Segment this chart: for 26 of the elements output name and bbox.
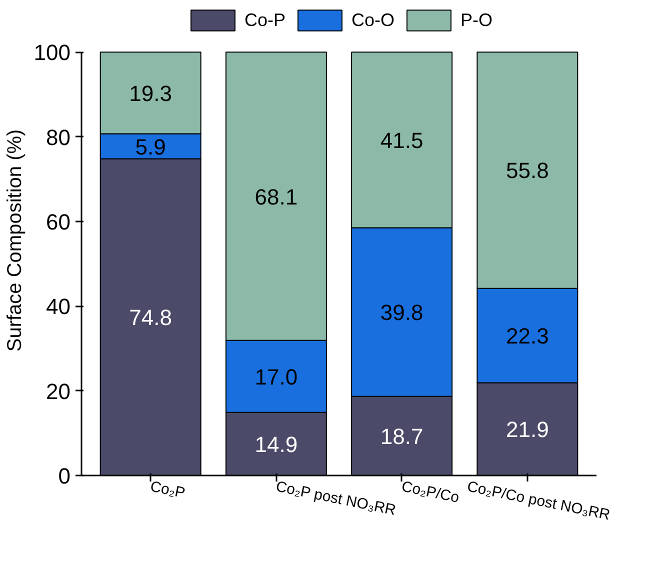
y-axis-title: Surface Composition (%) <box>4 129 26 352</box>
data-label: 39.8 <box>380 300 424 326</box>
x-tick-label: Co₂P <box>148 478 187 502</box>
y-tick-label: 0 <box>58 464 71 488</box>
data-label: 41.5 <box>380 128 424 153</box>
data-label: 68.1 <box>254 184 298 210</box>
data-label: 14.9 <box>254 432 298 457</box>
legend-label: Co-P <box>244 10 286 30</box>
x-tick-label: Co₂P/Co post NO₃RR <box>466 478 612 524</box>
data-label: 55.8 <box>506 158 549 184</box>
x-tick-label: Co₂P/Co <box>400 478 461 506</box>
y-tick-label: 40 <box>46 294 71 320</box>
y-tick-label: 80 <box>46 124 71 150</box>
data-label: 74.8 <box>129 305 172 330</box>
x-tick-label: Co₂P post NO₃RR <box>274 478 398 520</box>
data-label: 22.3 <box>506 324 549 349</box>
data-label: 17.0 <box>254 364 298 390</box>
y-tick-label: 20 <box>46 378 71 404</box>
legend-label: P-O <box>460 10 493 30</box>
data-label: 21.9 <box>506 417 549 442</box>
y-tick-label: 100 <box>34 40 71 66</box>
data-label: 5.9 <box>135 134 166 160</box>
data-label: 18.7 <box>380 424 424 449</box>
data-label: 19.3 <box>129 80 172 106</box>
legend-label: Co-O <box>351 10 395 30</box>
y-tick-label: 60 <box>46 209 71 234</box>
